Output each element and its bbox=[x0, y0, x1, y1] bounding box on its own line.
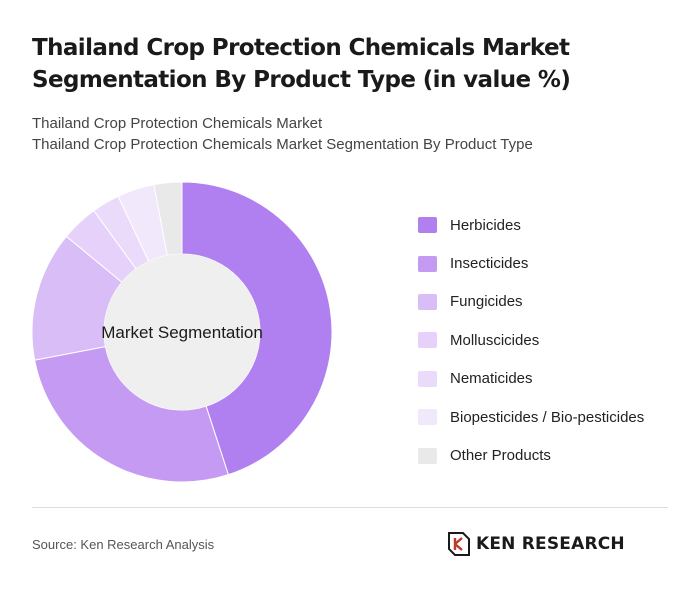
legend-label: Other Products bbox=[450, 447, 551, 465]
ken-research-logo-icon bbox=[448, 532, 470, 556]
logo-text: KEN RESEARCH bbox=[476, 534, 625, 554]
legend-label: Molluscicides bbox=[450, 331, 540, 349]
legend-label: Nematicides bbox=[450, 370, 533, 388]
legend-label: Insecticides bbox=[450, 255, 529, 273]
subtitle-line-2: Thailand Crop Protection Chemicals Marke… bbox=[32, 136, 533, 153]
legend-label: Fungicides bbox=[450, 293, 523, 311]
chart-subtitle: Thailand Crop Protection Chemicals Marke… bbox=[32, 113, 533, 155]
legend-swatch bbox=[418, 293, 437, 310]
legend-label: Herbicides bbox=[450, 216, 521, 234]
legend-label: Biopesticides / Bio-pesticides bbox=[450, 408, 645, 426]
legend-item: Biopesticides / Bio-pesticides bbox=[418, 398, 644, 436]
source-note: Source: Ken Research Analysis bbox=[32, 537, 215, 552]
footer-divider bbox=[32, 507, 668, 508]
legend-swatch bbox=[418, 332, 437, 349]
legend-item: Herbicides bbox=[418, 206, 644, 244]
legend-item: Other Products bbox=[418, 436, 644, 474]
chart-legend: Herbicides Insecticides Fungicides Mollusci… bbox=[418, 206, 644, 475]
legend-swatch bbox=[418, 370, 437, 387]
legend-swatch bbox=[418, 255, 437, 272]
donut-center bbox=[104, 254, 260, 410]
legend-swatch bbox=[418, 217, 437, 234]
legend-item: Fungicides bbox=[418, 283, 644, 321]
ken-research-logo: KEN RESEARCH bbox=[448, 531, 625, 557]
legend-item: Molluscicides bbox=[418, 321, 644, 359]
legend-item: Insecticides bbox=[418, 244, 644, 282]
legend-swatch bbox=[418, 409, 437, 426]
chart-title: Thailand Crop Protection Chemicals Marke… bbox=[32, 35, 571, 93]
legend-item: Nematicides bbox=[418, 360, 644, 398]
subtitle-line-1: Thailand Crop Protection Chemicals Marke… bbox=[32, 115, 323, 132]
legend-swatch bbox=[418, 447, 437, 464]
donut-center-label: Market Segmentation bbox=[101, 323, 263, 342]
